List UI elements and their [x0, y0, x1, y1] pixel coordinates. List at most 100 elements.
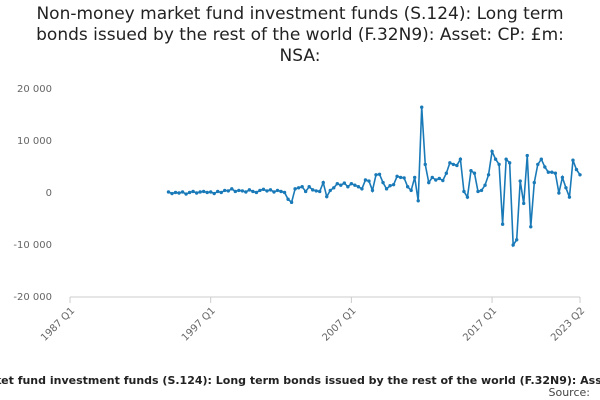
point: [391, 182, 396, 187]
y-tick-label: 20 000: [17, 84, 52, 95]
y-tick-label: 0: [46, 188, 52, 199]
point: [514, 238, 519, 242]
point: [427, 180, 431, 185]
point: [339, 183, 343, 187]
point: [237, 188, 241, 193]
point: [557, 191, 561, 195]
point: [191, 189, 195, 194]
point: [289, 200, 294, 205]
point: [187, 190, 192, 195]
point: [518, 179, 522, 183]
point: [201, 189, 206, 194]
point: [254, 190, 259, 195]
point: [318, 189, 322, 194]
point: [490, 149, 494, 154]
point: [325, 194, 329, 199]
point: [223, 188, 227, 193]
point: [272, 190, 276, 194]
point: [550, 170, 554, 174]
point: [286, 197, 290, 201]
legend-entry: Non-money market fund investment funds (…: [0, 374, 600, 387]
point: [212, 191, 216, 196]
point: [275, 188, 280, 193]
point: [240, 189, 245, 193]
point: [219, 190, 223, 195]
source: Source:: [549, 386, 591, 399]
point: [388, 184, 392, 188]
point: [462, 189, 466, 194]
y-tick-label: -10 000: [13, 240, 52, 251]
point: [307, 185, 311, 189]
point: [282, 190, 287, 195]
point: [412, 175, 417, 180]
point: [177, 191, 181, 195]
point: [536, 162, 540, 167]
point: [416, 199, 420, 203]
point: [409, 188, 413, 193]
point: [303, 189, 308, 194]
y-tick-label: 10 000: [17, 136, 52, 147]
point: [564, 186, 568, 190]
point: [479, 188, 484, 193]
point: [567, 195, 572, 199]
chart-title: Non-money market fund investment funds (…: [36, 4, 564, 66]
point: [166, 190, 171, 194]
point: [546, 170, 551, 174]
point: [497, 162, 501, 167]
point: [465, 195, 470, 199]
point: [455, 163, 459, 168]
point: [346, 185, 350, 189]
point: [230, 187, 234, 191]
point: [448, 161, 452, 165]
point: [469, 168, 473, 173]
point: [493, 157, 498, 161]
point: [258, 188, 262, 193]
point: [381, 180, 385, 185]
point: [198, 190, 202, 194]
point: [268, 188, 273, 192]
point: [560, 175, 565, 180]
series-line: [168, 107, 581, 248]
point: [363, 178, 368, 182]
x-tick-label: 2017 Q1: [461, 305, 499, 343]
point: [434, 178, 438, 182]
point: [500, 222, 505, 226]
point: [184, 192, 188, 196]
point: [356, 185, 361, 189]
point: [444, 171, 449, 175]
point: [451, 162, 456, 167]
point: [310, 188, 315, 192]
point: [170, 191, 174, 196]
point: [360, 187, 364, 191]
point: [423, 162, 427, 167]
point: [507, 161, 512, 165]
point: [244, 190, 248, 194]
point: [405, 185, 410, 189]
point: [511, 243, 515, 247]
x-tick-label: 2023 Q2: [549, 305, 587, 343]
point: [342, 181, 347, 185]
x-tick-label: 1997 Q1: [180, 305, 218, 343]
point: [300, 185, 304, 189]
point: [279, 189, 283, 194]
point: [194, 191, 199, 195]
point: [532, 180, 536, 185]
point: [476, 189, 480, 194]
point: [247, 188, 252, 192]
x-tick-label: 2007 Q1: [321, 305, 359, 343]
point: [233, 189, 238, 194]
point: [384, 187, 389, 191]
point: [205, 190, 209, 195]
point: [335, 181, 340, 186]
point: [539, 157, 544, 161]
point: [483, 183, 487, 187]
point: [370, 188, 375, 193]
point: [208, 190, 213, 194]
point: [472, 171, 477, 175]
point: [321, 180, 325, 185]
point: [458, 157, 463, 161]
point: [226, 189, 230, 193]
point: [328, 188, 332, 193]
